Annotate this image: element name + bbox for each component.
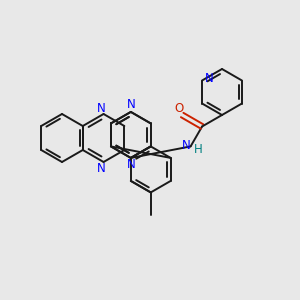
Text: N: N: [127, 98, 135, 111]
Text: N: N: [127, 158, 135, 171]
Text: N: N: [97, 101, 106, 115]
Text: N: N: [182, 139, 191, 152]
Text: N: N: [97, 161, 106, 175]
Text: H: H: [194, 143, 203, 156]
Text: N: N: [205, 72, 214, 85]
Text: O: O: [175, 101, 184, 115]
